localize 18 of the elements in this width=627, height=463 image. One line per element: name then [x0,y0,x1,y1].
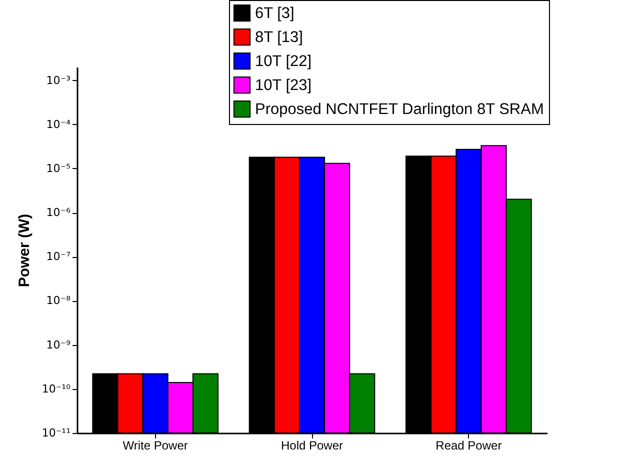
legend-label: 8T [13] [255,29,303,46]
y-tick-label: 10⁻⁸ [46,294,72,308]
y-tick-label: 10⁻¹⁰ [42,382,72,396]
y-tick-label: 10⁻⁶ [46,206,72,220]
y-tick-label: 10⁻⁹ [46,338,70,352]
y-tick-label: 10⁻⁷ [46,250,70,264]
x-tick-label: Hold Power [280,438,344,452]
x-tick-label: Write Power [122,438,188,452]
y-tick-label: 10⁻⁵ [46,162,70,175]
x-tick-label: Read Power [436,438,502,452]
legend-label: Proposed NCNTFET Darlington 8T SRAM [255,101,544,118]
legend-label: 10T [22] [255,53,312,70]
y-tick-label: 10⁻³ [46,74,70,87]
legend-label: 10T [23] [255,77,312,94]
y-tick-label: 10⁻⁴ [46,118,72,131]
y-tick-label: 10⁻¹¹ [42,426,70,440]
legend-label: 6T [3] [255,5,294,22]
y-axis-title: Power (W) [16,214,33,288]
